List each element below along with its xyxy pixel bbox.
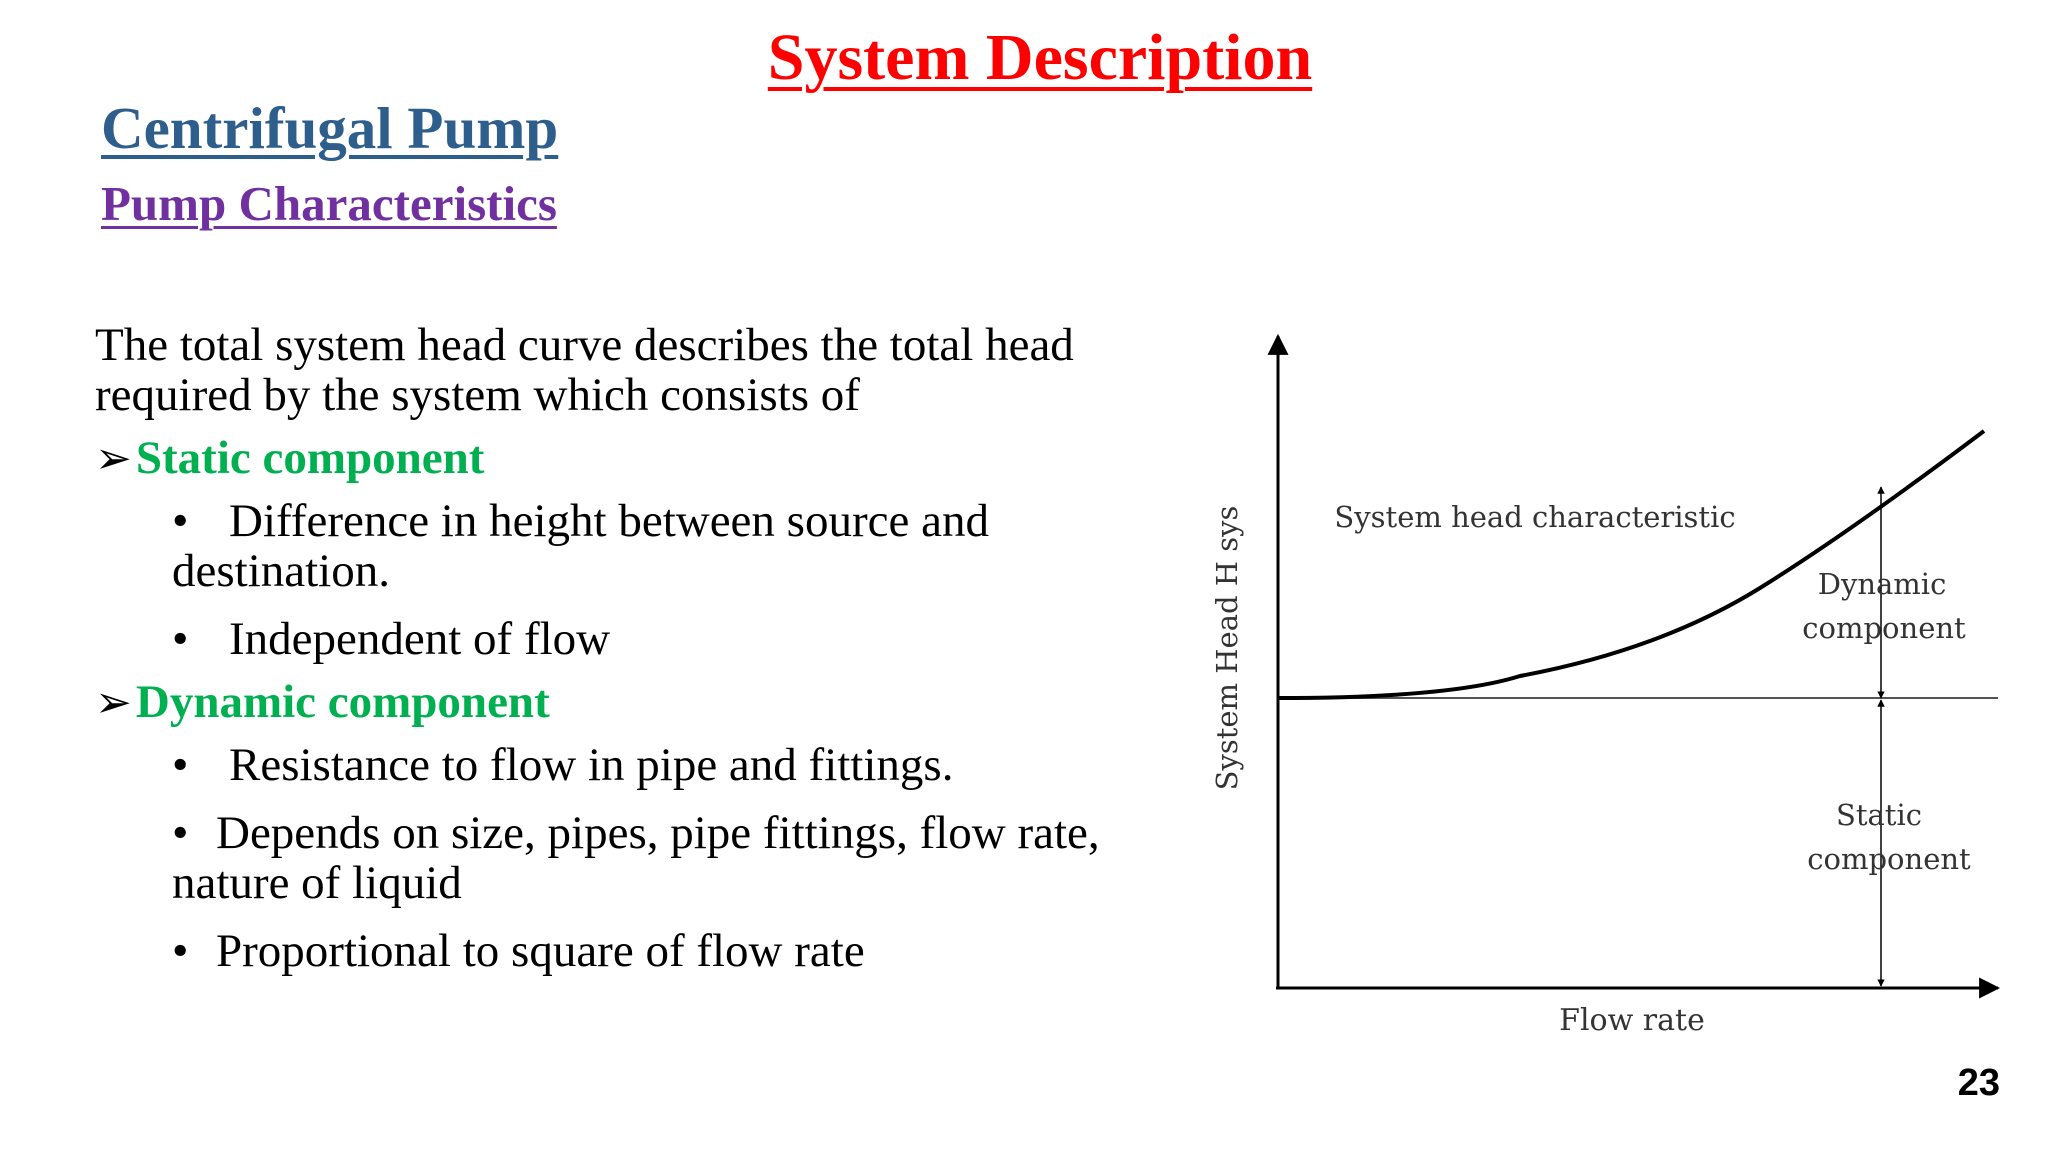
y-axis-label: System Head H sys — [1210, 506, 1244, 791]
point-text: Depends on size, pipes, pipe fittings, f… — [216, 807, 1100, 859]
bullet-icon: • — [172, 807, 189, 859]
static-component-points: • Difference in height between source and… — [95, 496, 1205, 664]
list-item: • Proportional to square of flow rate — [95, 926, 1205, 976]
body-text: The total system head curve describes th… — [95, 320, 1205, 976]
bullet-icon: • — [172, 925, 189, 977]
point-text: Difference in height between source and — [229, 495, 989, 547]
bullet-icon: • — [172, 739, 189, 791]
dynamic-label-line-1: Dynamic — [1818, 567, 1947, 601]
static-component-heading: ➢ Static component — [95, 426, 1205, 490]
point-text: Resistance to flow in pipe and fittings. — [229, 739, 954, 791]
point-text: Proportional to square of flow rate — [216, 925, 865, 977]
dynamic-component-heading: ➢ Dynamic component — [95, 670, 1205, 734]
system-head-diagram: System Head H sys Flow rate System head … — [1210, 333, 2000, 1038]
intro-line-1: The total system head curve describes th… — [95, 319, 1074, 371]
page-number: 23 — [1957, 1062, 2000, 1104]
dynamic-label-line-2: component — [1802, 611, 1966, 645]
arrow-bullet-icon: ➢ — [95, 677, 132, 728]
curve-label: System head characteristic — [1334, 500, 1735, 534]
point-text: Independent of flow — [229, 613, 611, 665]
point-text-continued: destination. — [172, 545, 390, 597]
section-title: Centrifugal Pump — [101, 95, 559, 161]
arrow-bullet-icon: ➢ — [95, 433, 132, 484]
dynamic-component-label: Dynamic component — [135, 676, 550, 728]
list-item: • Depends on size, pipes, pipe fittings, … — [95, 808, 1205, 908]
bullet-icon: • — [172, 613, 189, 665]
slide-title: System Description — [767, 21, 1313, 94]
static-label-line-1: Static — [1836, 798, 1922, 832]
intro-paragraph: The total system head curve describes th… — [95, 320, 1205, 420]
dynamic-component-points: • Resistance to flow in pipe and fittings… — [95, 740, 1205, 976]
list-item: • Independent of flow — [95, 614, 1205, 664]
bullet-icon: • — [172, 495, 189, 547]
list-item: • Difference in height between source and… — [95, 496, 1205, 596]
system-head-curve — [1277, 429, 1986, 700]
x-axis-label: Flow rate — [1559, 1003, 1705, 1038]
point-text-continued: nature of liquid — [172, 857, 462, 909]
list-item: • Resistance to flow in pipe and fittings… — [95, 740, 1205, 790]
intro-line-2: required by the system which consists of — [95, 369, 860, 421]
subsection-title: Pump Characteristics — [101, 176, 557, 231]
static-label-line-2: component — [1807, 842, 1971, 876]
static-component-label: Static component — [135, 432, 485, 484]
